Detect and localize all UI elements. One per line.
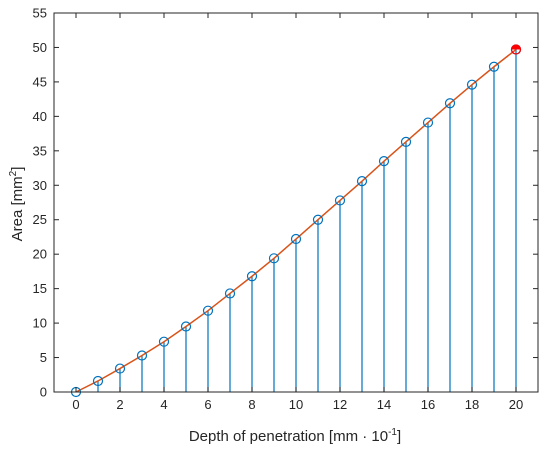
fit-series-line bbox=[75, 48, 517, 393]
y-tick-label: 40 bbox=[33, 109, 47, 124]
stem-lines bbox=[97, 49, 517, 392]
y-axis-label: Area [mm2] bbox=[8, 167, 26, 242]
x-tick-label: 6 bbox=[204, 397, 211, 412]
data-point bbox=[488, 61, 500, 72]
data-point bbox=[356, 176, 368, 187]
y-tick-label: 50 bbox=[33, 40, 47, 55]
data-point bbox=[290, 233, 302, 245]
data-point bbox=[158, 336, 170, 347]
x-tick-label: 0 bbox=[72, 397, 79, 412]
data-point bbox=[202, 305, 214, 316]
y-tick-label: 45 bbox=[33, 74, 47, 89]
y-tick-label: 10 bbox=[33, 316, 47, 331]
x-tick-label: 18 bbox=[465, 397, 479, 412]
data-point bbox=[400, 136, 412, 147]
x-tick-label: 10 bbox=[289, 397, 303, 412]
highlight-point-outline bbox=[510, 44, 522, 55]
x-tick-label: 8 bbox=[248, 397, 255, 412]
y-tick-label: 20 bbox=[33, 247, 47, 262]
data-point bbox=[378, 156, 390, 167]
data-point bbox=[444, 98, 456, 109]
x-tick-label: 4 bbox=[160, 397, 167, 412]
x-tick-labels: 0 2 4 6 8 10 12 14 16 18 20 bbox=[72, 397, 523, 412]
data-point bbox=[224, 288, 236, 299]
data-markers bbox=[70, 44, 522, 398]
data-point bbox=[136, 350, 148, 361]
y-tick-label: 15 bbox=[33, 281, 47, 296]
y-tick-label: 25 bbox=[33, 212, 47, 227]
x-tick-label: 2 bbox=[116, 397, 123, 412]
data-point bbox=[312, 214, 324, 225]
y-tick-label: 30 bbox=[33, 178, 47, 193]
axes bbox=[53, 12, 539, 393]
y-tick-label: 55 bbox=[33, 6, 47, 21]
highlight-point bbox=[511, 45, 521, 50]
y-tick-label: 0 bbox=[40, 385, 47, 400]
x-axis-label: Depth of penetration [mm · 10-1] bbox=[189, 427, 401, 445]
x-tick-label: 12 bbox=[333, 397, 347, 412]
y-tick-labels: 0 5 10 15 20 25 30 35 40 45 50 55 bbox=[33, 6, 47, 400]
x-tick-label: 20 bbox=[509, 397, 523, 412]
data-point bbox=[246, 271, 258, 282]
data-point bbox=[92, 375, 104, 387]
data-point bbox=[422, 117, 434, 128]
fit-line bbox=[75, 48, 517, 393]
y-tick-label: 5 bbox=[40, 350, 47, 365]
data-point bbox=[268, 253, 280, 264]
data-point bbox=[466, 79, 478, 90]
data-point bbox=[114, 363, 126, 374]
data-point bbox=[180, 321, 192, 332]
y-tick-label: 35 bbox=[33, 143, 47, 158]
x-tick-label: 14 bbox=[377, 397, 391, 412]
x-tick-label: 16 bbox=[421, 397, 435, 412]
data-point bbox=[334, 195, 346, 206]
